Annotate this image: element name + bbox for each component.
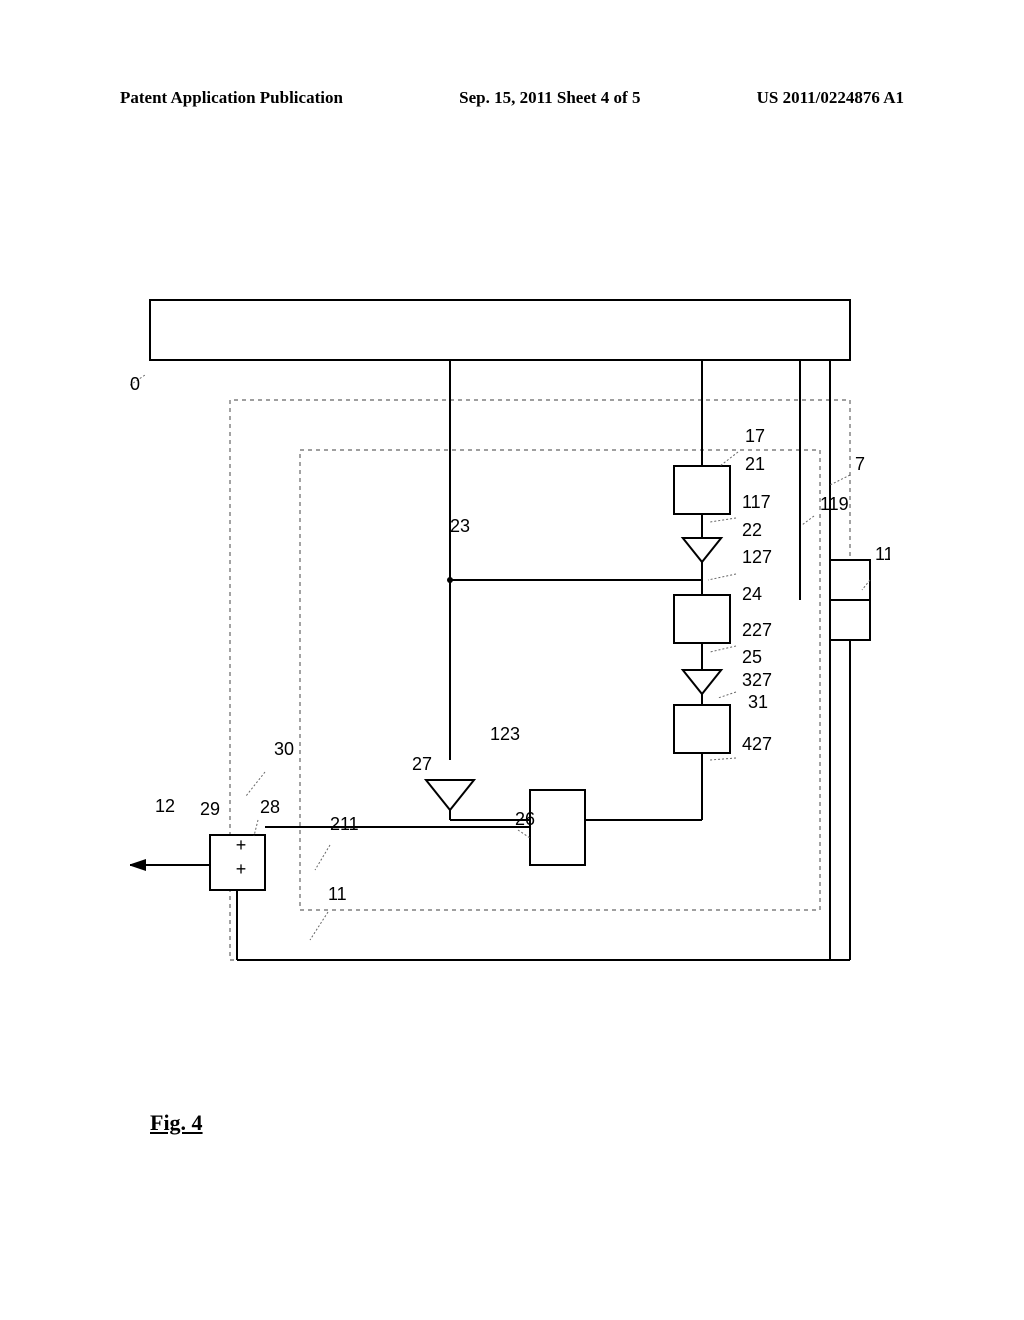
svg-text:31: 31 <box>748 692 768 712</box>
svg-text:29: 29 <box>200 799 220 819</box>
svg-text:23: 23 <box>450 516 470 536</box>
svg-text:28: 28 <box>260 797 280 817</box>
svg-text:11: 11 <box>328 884 347 904</box>
svg-text:26: 26 <box>515 809 535 829</box>
diagram-container: + +7 10 11 12 17 21 22 23 24 25 26 27 28 29 30 31 111 117 1… <box>130 160 890 1160</box>
header-left: Patent Application Publication <box>120 88 343 108</box>
svg-text:123: 123 <box>490 724 520 744</box>
svg-text:30: 30 <box>274 739 294 759</box>
svg-text:117: 117 <box>742 492 771 512</box>
svg-text:24: 24 <box>742 584 762 604</box>
svg-text:211: 211 <box>330 814 359 834</box>
svg-text:25: 25 <box>742 647 762 667</box>
svg-text:27: 27 <box>412 754 432 774</box>
block-diagram-svg: + +7 10 11 12 17 21 22 23 24 25 26 27 28 29 30 31 111 117 1… <box>130 160 890 1160</box>
svg-text:+: + <box>236 859 247 879</box>
svg-text:7: 7 <box>855 454 865 474</box>
svg-text:22: 22 <box>742 520 762 540</box>
svg-text:127: 127 <box>742 547 772 567</box>
header-right: US 2011/0224876 A1 <box>757 88 904 108</box>
svg-text:12: 12 <box>155 796 175 816</box>
figure-label: Fig. 4 <box>150 1110 203 1136</box>
header-center: Sep. 15, 2011 Sheet 4 of 5 <box>459 88 640 108</box>
page-header: Patent Application Publication Sep. 15, … <box>0 88 1024 108</box>
svg-text:427: 427 <box>742 734 772 754</box>
svg-text:227: 227 <box>742 620 772 640</box>
svg-text:17: 17 <box>745 426 765 446</box>
svg-text:21: 21 <box>745 454 765 474</box>
svg-text:10: 10 <box>130 374 140 394</box>
svg-text:327: 327 <box>742 670 772 690</box>
svg-text:111: 111 <box>875 544 890 564</box>
svg-text:+: + <box>236 835 247 855</box>
svg-text:119: 119 <box>820 494 849 514</box>
